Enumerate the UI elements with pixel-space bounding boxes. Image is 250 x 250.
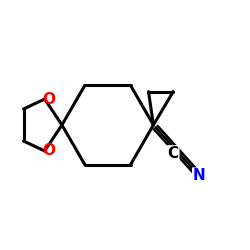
Text: C: C	[168, 146, 179, 161]
Text: N: N	[193, 168, 205, 183]
Text: O: O	[42, 143, 56, 158]
Text: O: O	[42, 92, 56, 107]
